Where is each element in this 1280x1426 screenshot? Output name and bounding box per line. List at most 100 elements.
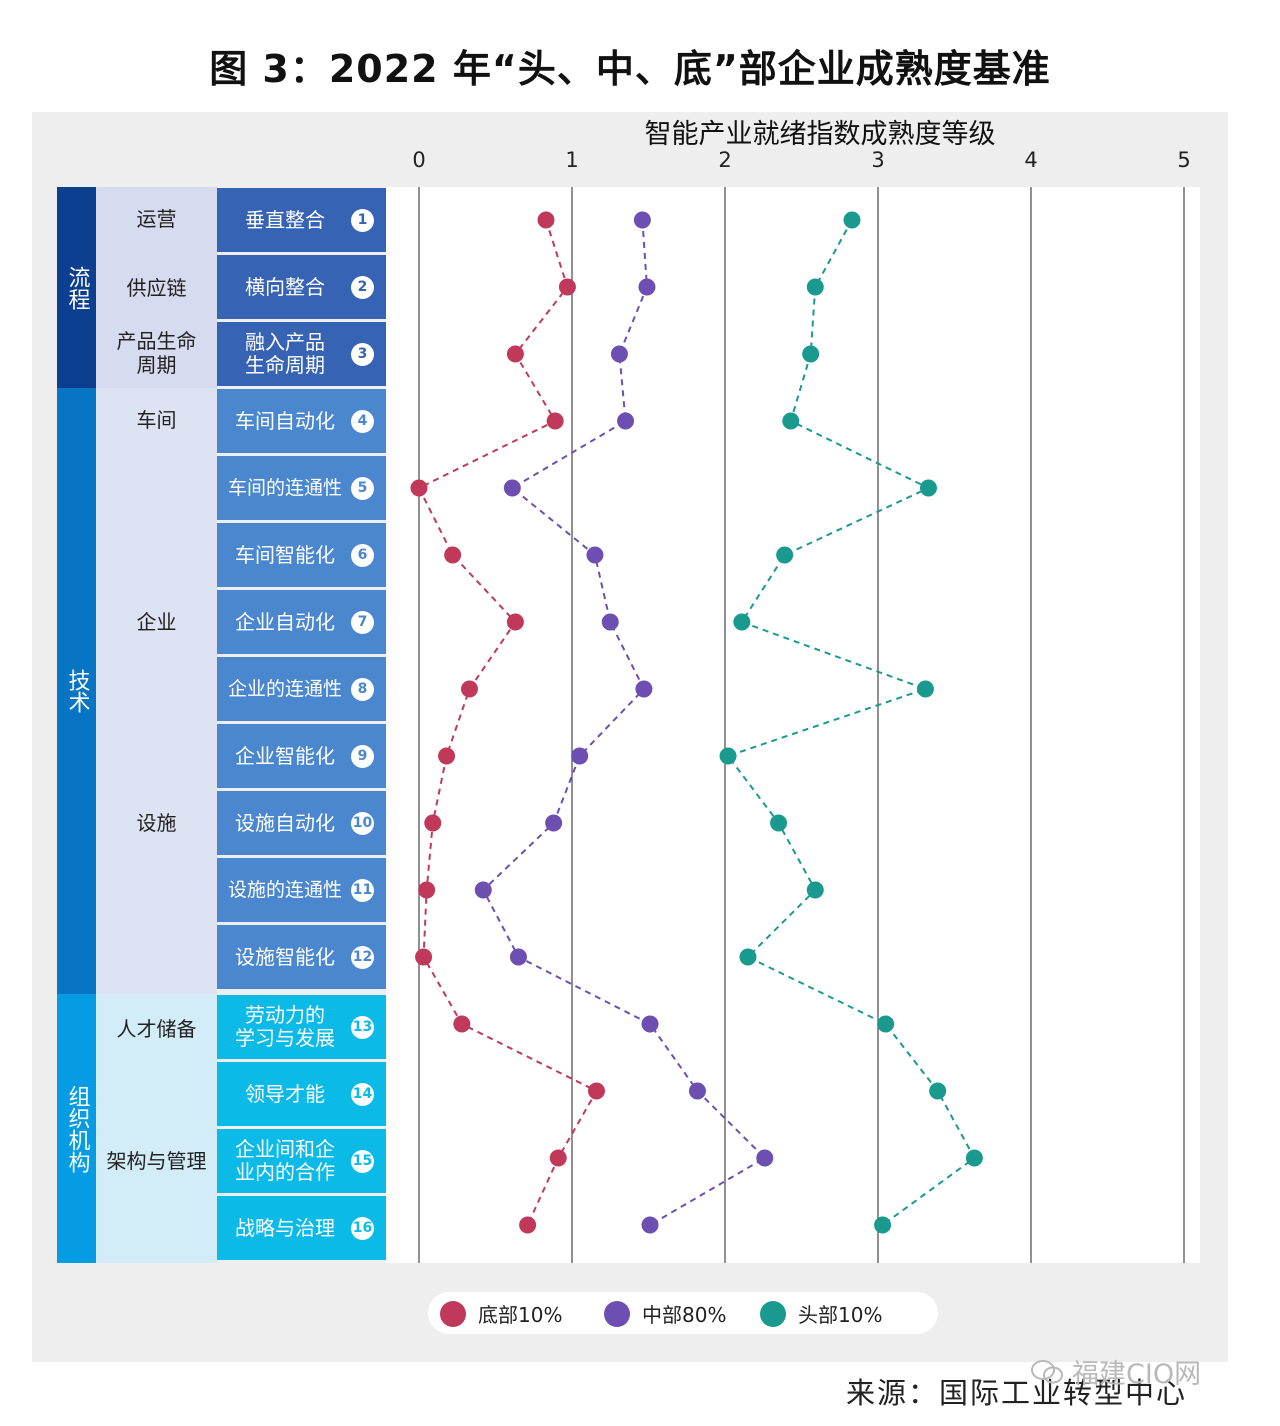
data-point-bottom <box>506 613 524 631</box>
data-point-middle <box>688 1082 706 1100</box>
legend-item-top: 头部10% <box>760 1299 882 1328</box>
data-point-top <box>802 345 820 363</box>
subcategory-talent: 人才储备 <box>116 1017 197 1041</box>
subcategory-column-organization <box>96 994 217 1263</box>
data-point-bottom <box>587 1082 605 1100</box>
subcategory-facility: 设施 <box>136 811 177 835</box>
data-point-middle <box>641 1015 659 1033</box>
data-point-bottom <box>519 1216 537 1234</box>
data-point-bottom <box>506 345 524 363</box>
data-point-middle <box>633 211 651 229</box>
dimension-row: 设施的连通性 11 <box>217 858 386 922</box>
figure-title: 图 3：2022 年“头、中、底”部企业成熟度基准 <box>209 47 1051 91</box>
data-point-middle <box>756 1149 774 1167</box>
subcategory-column-technology <box>96 388 217 994</box>
dimension-row: 车间的连通性 5 <box>217 456 386 520</box>
x-axis-title: 智能产业就绪指数成熟度等级 <box>644 119 996 150</box>
data-point-middle <box>638 278 656 296</box>
data-point-middle <box>617 412 635 430</box>
dimension-row: 企业间和企 业内的合作 15 <box>217 1129 386 1193</box>
category-organization: 组织机构 <box>57 994 96 1263</box>
data-point-bottom <box>410 479 428 497</box>
category-technology: 技术 <box>57 388 96 994</box>
data-point-top <box>919 479 937 497</box>
data-point-top <box>929 1082 947 1100</box>
subcategory-operations: 运营 <box>136 207 177 231</box>
data-point-bottom <box>424 814 442 832</box>
data-point-middle <box>601 613 619 631</box>
legend-item-middle: 中部80% <box>604 1299 726 1328</box>
data-point-top <box>916 680 934 698</box>
dimension-row: 劳动力的 学习与发展 13 <box>217 995 386 1059</box>
data-point-bottom <box>546 412 564 430</box>
data-point-top <box>770 814 788 832</box>
data-point-bottom <box>438 747 456 765</box>
dimension-row: 企业自动化 7 <box>217 590 386 654</box>
source-note: 来源：国际工业转型中心 <box>846 1376 1188 1410</box>
watermark: 福建CIO网 <box>1030 1352 1201 1391</box>
x-tick-label: 3 <box>871 148 885 172</box>
data-point-top <box>739 948 757 966</box>
data-point-middle <box>503 479 521 497</box>
dimension-row: 车间智能化 6 <box>217 523 386 587</box>
data-point-middle <box>641 1216 659 1234</box>
data-point-bottom <box>415 948 433 966</box>
data-point-top <box>719 747 737 765</box>
dimension-row: 设施智能化 12 <box>217 925 386 989</box>
series-line-bottom <box>417 219 598 1226</box>
data-point-top <box>877 1015 895 1033</box>
watermark-text: 福建CIO网 <box>1072 1359 1202 1390</box>
data-point-bottom <box>418 881 436 899</box>
subcategory-structure-management: 架构与管理 <box>106 1149 207 1173</box>
data-point-bottom <box>460 680 478 698</box>
data-point-top <box>776 546 794 564</box>
legend: 底部10% 中部80% 头部10% <box>428 1292 938 1334</box>
subcategory-supply-chain: 供应链 <box>126 276 187 300</box>
series-line-top <box>726 219 976 1226</box>
x-tick-label: 2 <box>718 148 732 172</box>
data-point-bottom <box>453 1015 471 1033</box>
x-tick-label: 1 <box>565 148 579 172</box>
data-point-top <box>874 1216 892 1234</box>
dimension-row: 横向整合 2 <box>217 255 386 319</box>
legend-marker-middle <box>604 1300 630 1327</box>
dimension-row: 领导才能 14 <box>217 1062 386 1126</box>
x-tick-label: 4 <box>1024 148 1038 172</box>
category-process: 流程 <box>57 187 96 388</box>
data-point-middle <box>586 546 604 564</box>
data-point-top <box>843 211 861 229</box>
data-point-bottom <box>558 278 576 296</box>
data-point-top <box>806 278 824 296</box>
wechat-icon <box>1031 1359 1063 1383</box>
subcategory-column-process <box>96 187 217 388</box>
data-point-bottom <box>537 211 555 229</box>
data-point-middle <box>545 814 563 832</box>
subcategory-enterprise: 企业 <box>136 610 177 634</box>
dimension-row: 企业的连通性 8 <box>217 657 386 721</box>
data-point-middle <box>610 345 628 363</box>
series-line-middle <box>482 219 767 1226</box>
data-point-bottom <box>549 1149 567 1167</box>
x-tick-label: 5 <box>1177 148 1191 172</box>
subcategory-product-lifecycle: 产品生命 周期 <box>116 329 197 377</box>
data-point-bottom <box>444 546 462 564</box>
dimension-row: 设施自动化 10 <box>217 791 386 855</box>
dimension-row: 企业智能化 9 <box>217 724 386 788</box>
data-point-top <box>733 613 751 631</box>
data-point-middle <box>635 680 653 698</box>
dimension-row: 垂直整合 1 <box>217 188 386 252</box>
data-point-top <box>965 1149 983 1167</box>
legend-marker-top <box>760 1300 786 1327</box>
data-point-middle <box>509 948 527 966</box>
dimension-row: 融入产品 生命周期 3 <box>217 322 386 386</box>
data-point-middle <box>571 747 589 765</box>
data-point-top <box>806 881 824 899</box>
data-point-top <box>782 412 800 430</box>
dimension-row: 战略与治理 16 <box>217 1196 386 1260</box>
x-tick-label: 0 <box>412 148 426 172</box>
data-point-middle <box>474 881 492 899</box>
subcategory-shopfloor: 车间 <box>136 408 177 432</box>
dimension-row: 车间自动化 4 <box>217 389 386 453</box>
legend-marker-bottom <box>440 1300 466 1327</box>
